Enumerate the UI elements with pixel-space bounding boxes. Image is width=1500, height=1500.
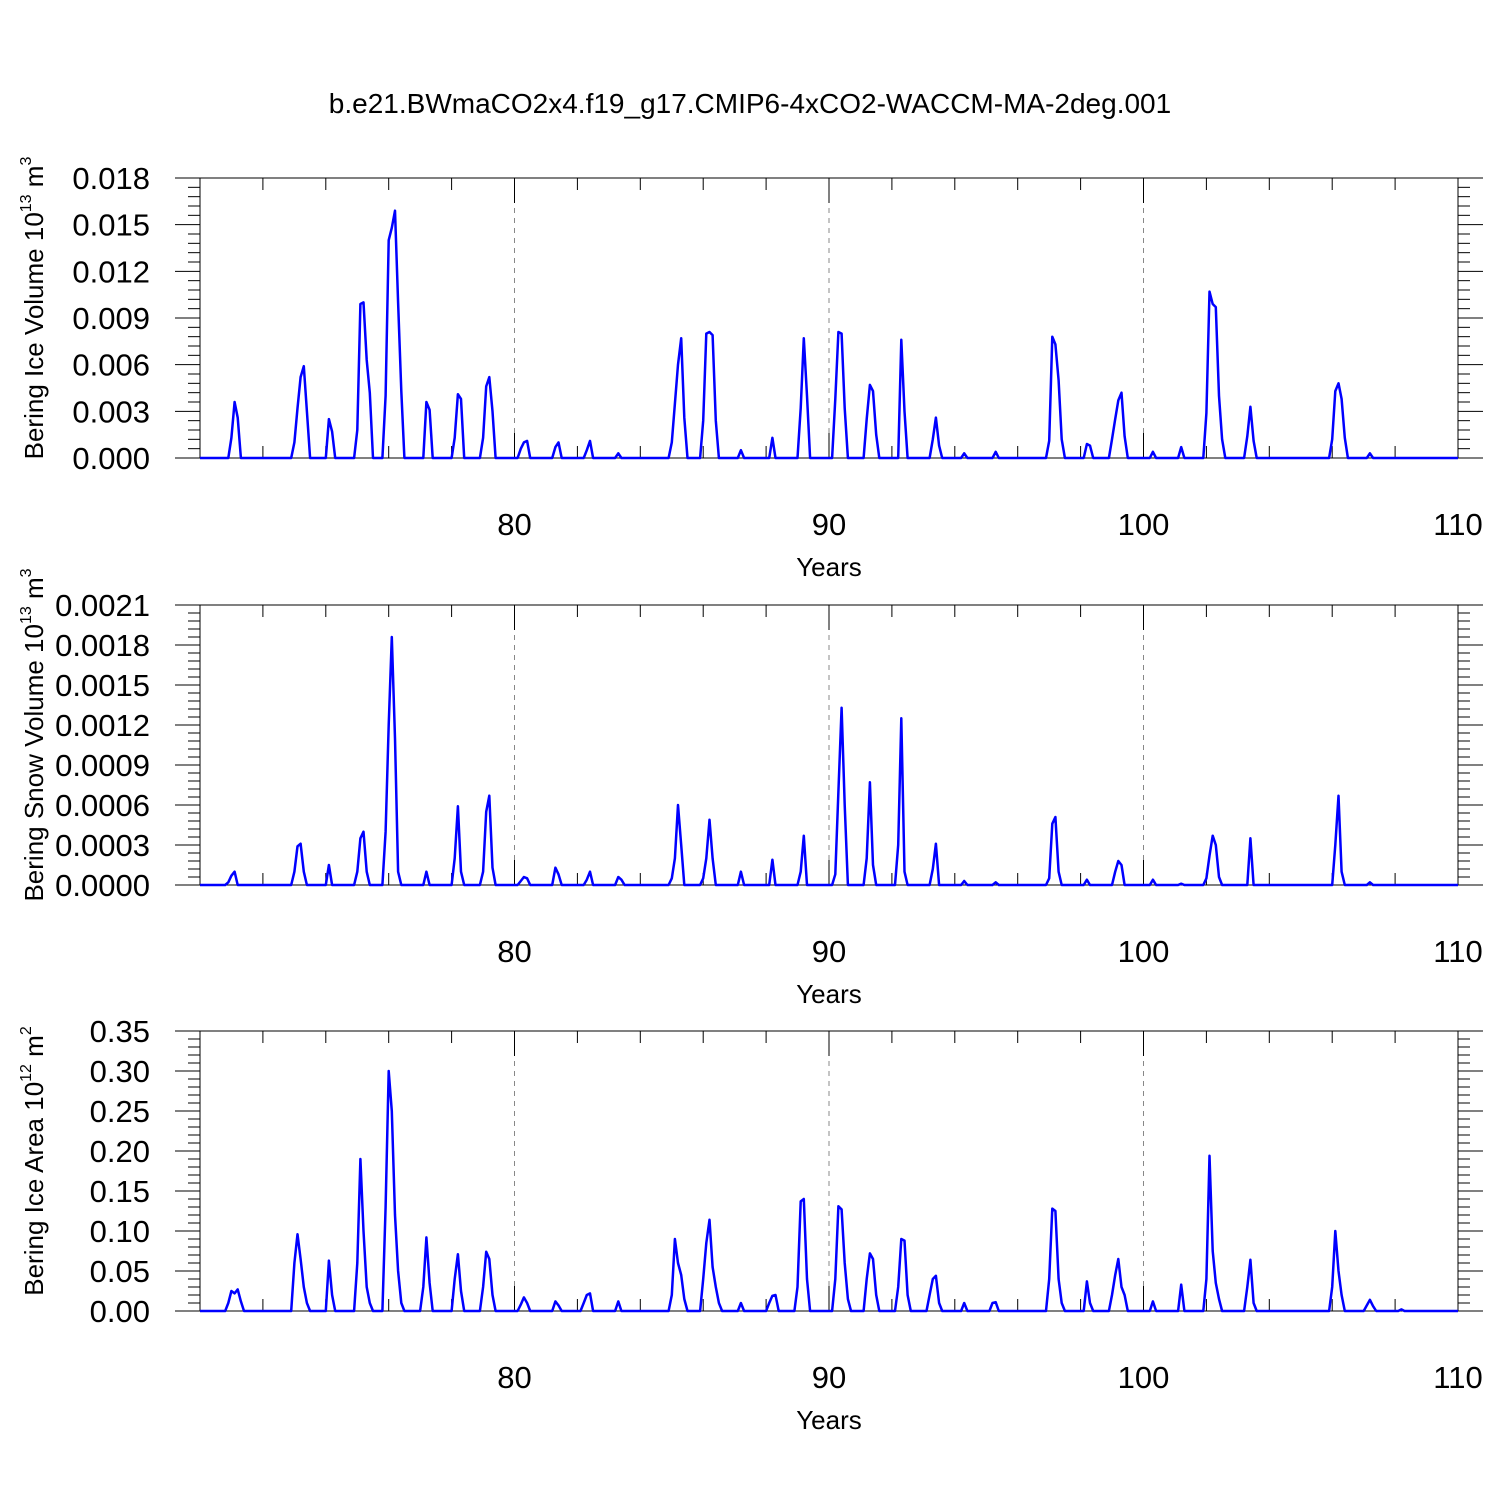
y-tick-label: 0.003 — [72, 394, 150, 429]
y-tick-label: 0.0003 — [55, 828, 150, 863]
y-tick-label: 0.0021 — [55, 588, 150, 623]
y-tick-label: 0.0009 — [55, 748, 150, 783]
y-axis-label: Bering Ice Area 1012 m2 — [18, 1026, 49, 1296]
x-tick-label: 80 — [497, 507, 531, 542]
y-tick-label: 0.20 — [90, 1134, 150, 1169]
y-tick-label: 0.018 — [72, 161, 150, 196]
y-axis-label: Bering Ice Volume 1013 m3 — [18, 157, 49, 460]
y-tick-label: 0.012 — [72, 254, 150, 289]
y-tick-label: 0.009 — [72, 301, 150, 336]
series-line — [200, 1069, 1458, 1313]
x-tick-label: 90 — [812, 1360, 846, 1395]
x-tick-label: 90 — [812, 934, 846, 969]
y-tick-label: 0.00 — [90, 1294, 150, 1329]
y-axis-label: Bering Snow Volume 1013 m3 — [18, 568, 49, 901]
x-tick-label: 80 — [497, 934, 531, 969]
x-tick-label: 80 — [497, 1360, 531, 1395]
y-tick-label: 0.25 — [90, 1094, 150, 1129]
y-tick-label: 0.0015 — [55, 668, 150, 703]
x-axis-label: Years — [796, 1405, 862, 1435]
series-line — [200, 209, 1458, 460]
x-tick-label: 100 — [1118, 507, 1170, 542]
y-tick-label: 0.10 — [90, 1214, 150, 1249]
y-tick-label: 0.05 — [90, 1254, 150, 1289]
y-tick-label: 0.15 — [90, 1174, 150, 1209]
panel-1: 0.000 0.003 0.006 0.009 0.012 0.015 0.018 80 90 1… — [18, 157, 1483, 582]
y-tick-label: 0.0012 — [55, 708, 150, 743]
y-tick-label: 0.000 — [72, 441, 150, 476]
x-tick-label: 90 — [812, 507, 846, 542]
panel-3: 0.00 0.05 0.10 0.15 0.20 0.25 0.30 0.35 80 90 100 1… — [18, 1014, 1483, 1435]
y-tick-label: 0.0018 — [55, 628, 150, 663]
y-tick-label: 0.0000 — [55, 868, 150, 903]
x-axis-label: Years — [796, 979, 862, 1009]
y-tick-label: 0.0006 — [55, 788, 150, 823]
x-tick-label: 110 — [1433, 507, 1482, 542]
x-tick-label: 100 — [1118, 934, 1170, 969]
y-tick-label: 0.35 — [90, 1014, 150, 1049]
y-tick-label: 0.015 — [72, 208, 150, 243]
x-tick-label: 110 — [1433, 934, 1482, 969]
x-tick-label: 100 — [1118, 1360, 1170, 1395]
y-tick-label: 0.30 — [90, 1054, 150, 1089]
series-line — [200, 635, 1458, 887]
chart-title: b.e21.BWmaCO2x4.f19_g17.CMIP6-4xCO2-WACC… — [329, 88, 1171, 119]
x-tick-label: 110 — [1433, 1360, 1482, 1395]
x-axis-label: Years — [796, 552, 862, 582]
panel-2: 0.0000 0.0003 0.0006 0.0009 0.0012 0.0015 0.00… — [18, 568, 1483, 1009]
y-tick-label: 0.006 — [72, 348, 150, 383]
